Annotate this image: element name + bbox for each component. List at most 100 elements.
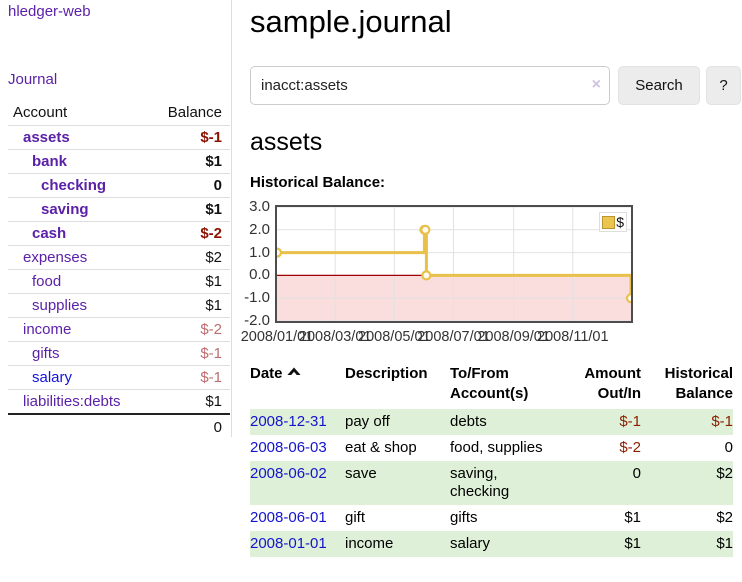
- column-date[interactable]: Date: [250, 362, 345, 409]
- register-body: 2008-12-31 pay off debts $-1 $-1 2008-06-03 ea…: [250, 409, 733, 557]
- account-balance-value: $1: [205, 153, 222, 170]
- account-balance-value: $1: [205, 297, 222, 314]
- transaction-balance: $-1: [711, 413, 733, 430]
- account-balance-value: $-1: [200, 345, 222, 362]
- transaction-balance: $1: [716, 535, 733, 552]
- transaction-balance: $2: [716, 509, 733, 526]
- sidebar-account-food[interactable]: food: [32, 273, 62, 290]
- x-axis-tick-label: 2008/05/01: [358, 329, 431, 345]
- register-table: Date Description To/From Account(s) Amou…: [250, 362, 733, 557]
- transaction-date-link[interactable]: 2008-06-02: [250, 465, 327, 482]
- transaction-accounts: gifts: [450, 509, 478, 526]
- transaction-accounts: salary: [450, 535, 491, 552]
- column-balance: Historical Balance: [664, 365, 733, 402]
- account-balance-table: Account Balance assets $-1 bank $1 checking 0…: [8, 99, 230, 438]
- balance-column-label: Balance: [167, 103, 222, 121]
- transaction-date-link[interactable]: 2008-06-01: [250, 509, 327, 526]
- transaction-amount: 0: [632, 465, 641, 482]
- register-row: 2008-06-02 save saving, checking 0 $2: [250, 461, 733, 505]
- page-title: sample.journal: [250, 4, 452, 39]
- sidebar-account-assets[interactable]: assets: [23, 129, 70, 146]
- account-row: liabilities:debts $1: [8, 389, 230, 413]
- search-form: × Search ?: [250, 66, 741, 105]
- y-axis-tick-label: 3.0: [249, 198, 270, 215]
- account-grand-total: 0: [8, 413, 230, 438]
- x-axis-tick-label: 2008/07/01: [417, 329, 490, 345]
- transaction-balance: $2: [716, 465, 733, 482]
- sidebar-account-gifts[interactable]: gifts: [32, 345, 60, 362]
- sidebar-account-checking[interactable]: checking: [41, 177, 107, 194]
- app-brand-link[interactable]: hledger-web: [8, 3, 91, 20]
- transaction-date-link[interactable]: 2008-06-03: [250, 439, 327, 456]
- chart-legend: $: [599, 212, 627, 232]
- transaction-description: save: [345, 465, 377, 482]
- transaction-amount: $1: [624, 535, 641, 552]
- sidebar-account-income[interactable]: income: [23, 321, 72, 338]
- chart-canvas: [277, 207, 631, 321]
- transaction-date-link[interactable]: 2008-01-01: [250, 535, 327, 552]
- account-row: expenses $2: [8, 245, 230, 269]
- transaction-accounts: debts: [450, 413, 487, 430]
- sidebar: hledger-web Journal Account Balance asse…: [0, 0, 232, 437]
- column-amount: Amount Out/In: [584, 365, 641, 402]
- account-balance-value: $-1: [200, 129, 222, 146]
- transaction-balance: 0: [724, 439, 733, 456]
- sidebar-account-saving[interactable]: saving: [41, 201, 89, 218]
- account-tree: assets $-1 bank $1 checking 0 saving $1 cash $-2 e…: [8, 125, 230, 413]
- transaction-date-link[interactable]: 2008-12-31: [250, 413, 327, 430]
- account-row: assets $-1: [8, 125, 230, 149]
- account-page-title: assets: [250, 128, 323, 156]
- legend-label: $: [616, 214, 624, 230]
- clear-search-icon[interactable]: ×: [591, 76, 601, 93]
- y-axis-tick-label: 1.0: [249, 243, 270, 261]
- account-row: cash $-2: [8, 221, 230, 245]
- sidebar-account-expenses[interactable]: expenses: [23, 249, 88, 266]
- sidebar-account-cash[interactable]: cash: [32, 225, 67, 242]
- sidebar-account-supplies[interactable]: supplies: [32, 297, 88, 314]
- transaction-description: pay off: [345, 413, 390, 430]
- help-button[interactable]: ?: [706, 66, 741, 105]
- transaction-accounts: saving, checking: [450, 465, 510, 500]
- register-row: 2008-06-03 eat & shop food, supplies $-2 0: [250, 435, 733, 461]
- account-row: bank $1: [8, 149, 230, 173]
- account-row: checking 0: [8, 173, 230, 197]
- y-axis-tick-label: -1.0: [244, 289, 270, 307]
- sidebar-account-salary[interactable]: salary: [32, 369, 73, 386]
- account-row: income $-2: [8, 317, 230, 341]
- chart-title: Historical Balance:: [250, 174, 386, 191]
- sidebar-account-liabilities-debts[interactable]: liabilities:debts: [23, 393, 121, 410]
- account-balance-value: $-2: [200, 321, 222, 338]
- account-balance-value: $1: [205, 393, 222, 410]
- search-box: ×: [250, 66, 610, 105]
- nav-journal-link[interactable]: Journal: [8, 71, 58, 88]
- transaction-description: gift: [345, 509, 366, 526]
- transaction-accounts: food, supplies: [450, 439, 543, 456]
- register-header-row: Date Description To/From Account(s) Amou…: [250, 362, 733, 409]
- search-input[interactable]: [250, 66, 610, 105]
- transaction-description: eat & shop: [345, 439, 417, 456]
- register-row: 2008-12-31 pay off debts $-1 $-1: [250, 409, 733, 435]
- transaction-description: income: [345, 535, 394, 552]
- x-axis-tick-label: 2008/09/01: [477, 329, 550, 345]
- account-row: supplies $1: [8, 293, 230, 317]
- sidebar-account-bank[interactable]: bank: [32, 153, 68, 170]
- register-row: 2008-01-01 income salary $1 $1: [250, 531, 733, 557]
- account-balance-value: $-2: [200, 225, 222, 242]
- account-balance-value: $1: [205, 273, 222, 290]
- y-axis-tick-label: 2.0: [249, 220, 270, 238]
- account-balance-value: $-1: [200, 369, 222, 386]
- x-axis-tick-label: 2008/01/01: [240, 329, 314, 345]
- column-accounts: To/From Account(s): [450, 365, 529, 402]
- account-row: gifts $-1: [8, 341, 230, 365]
- account-balance-value: $2: [205, 249, 222, 266]
- transaction-amount: $1: [624, 509, 641, 526]
- account-balance-value: $1: [205, 201, 222, 218]
- balance-chart: $: [275, 205, 633, 323]
- account-row: saving $1: [8, 197, 230, 221]
- sort-ascending-icon: [286, 364, 301, 384]
- account-table-header: Account Balance: [8, 99, 230, 125]
- column-description: Description: [345, 365, 428, 382]
- search-button[interactable]: Search: [618, 66, 700, 105]
- account-row: food $1: [8, 269, 230, 293]
- account-balance-value: 0: [213, 177, 222, 194]
